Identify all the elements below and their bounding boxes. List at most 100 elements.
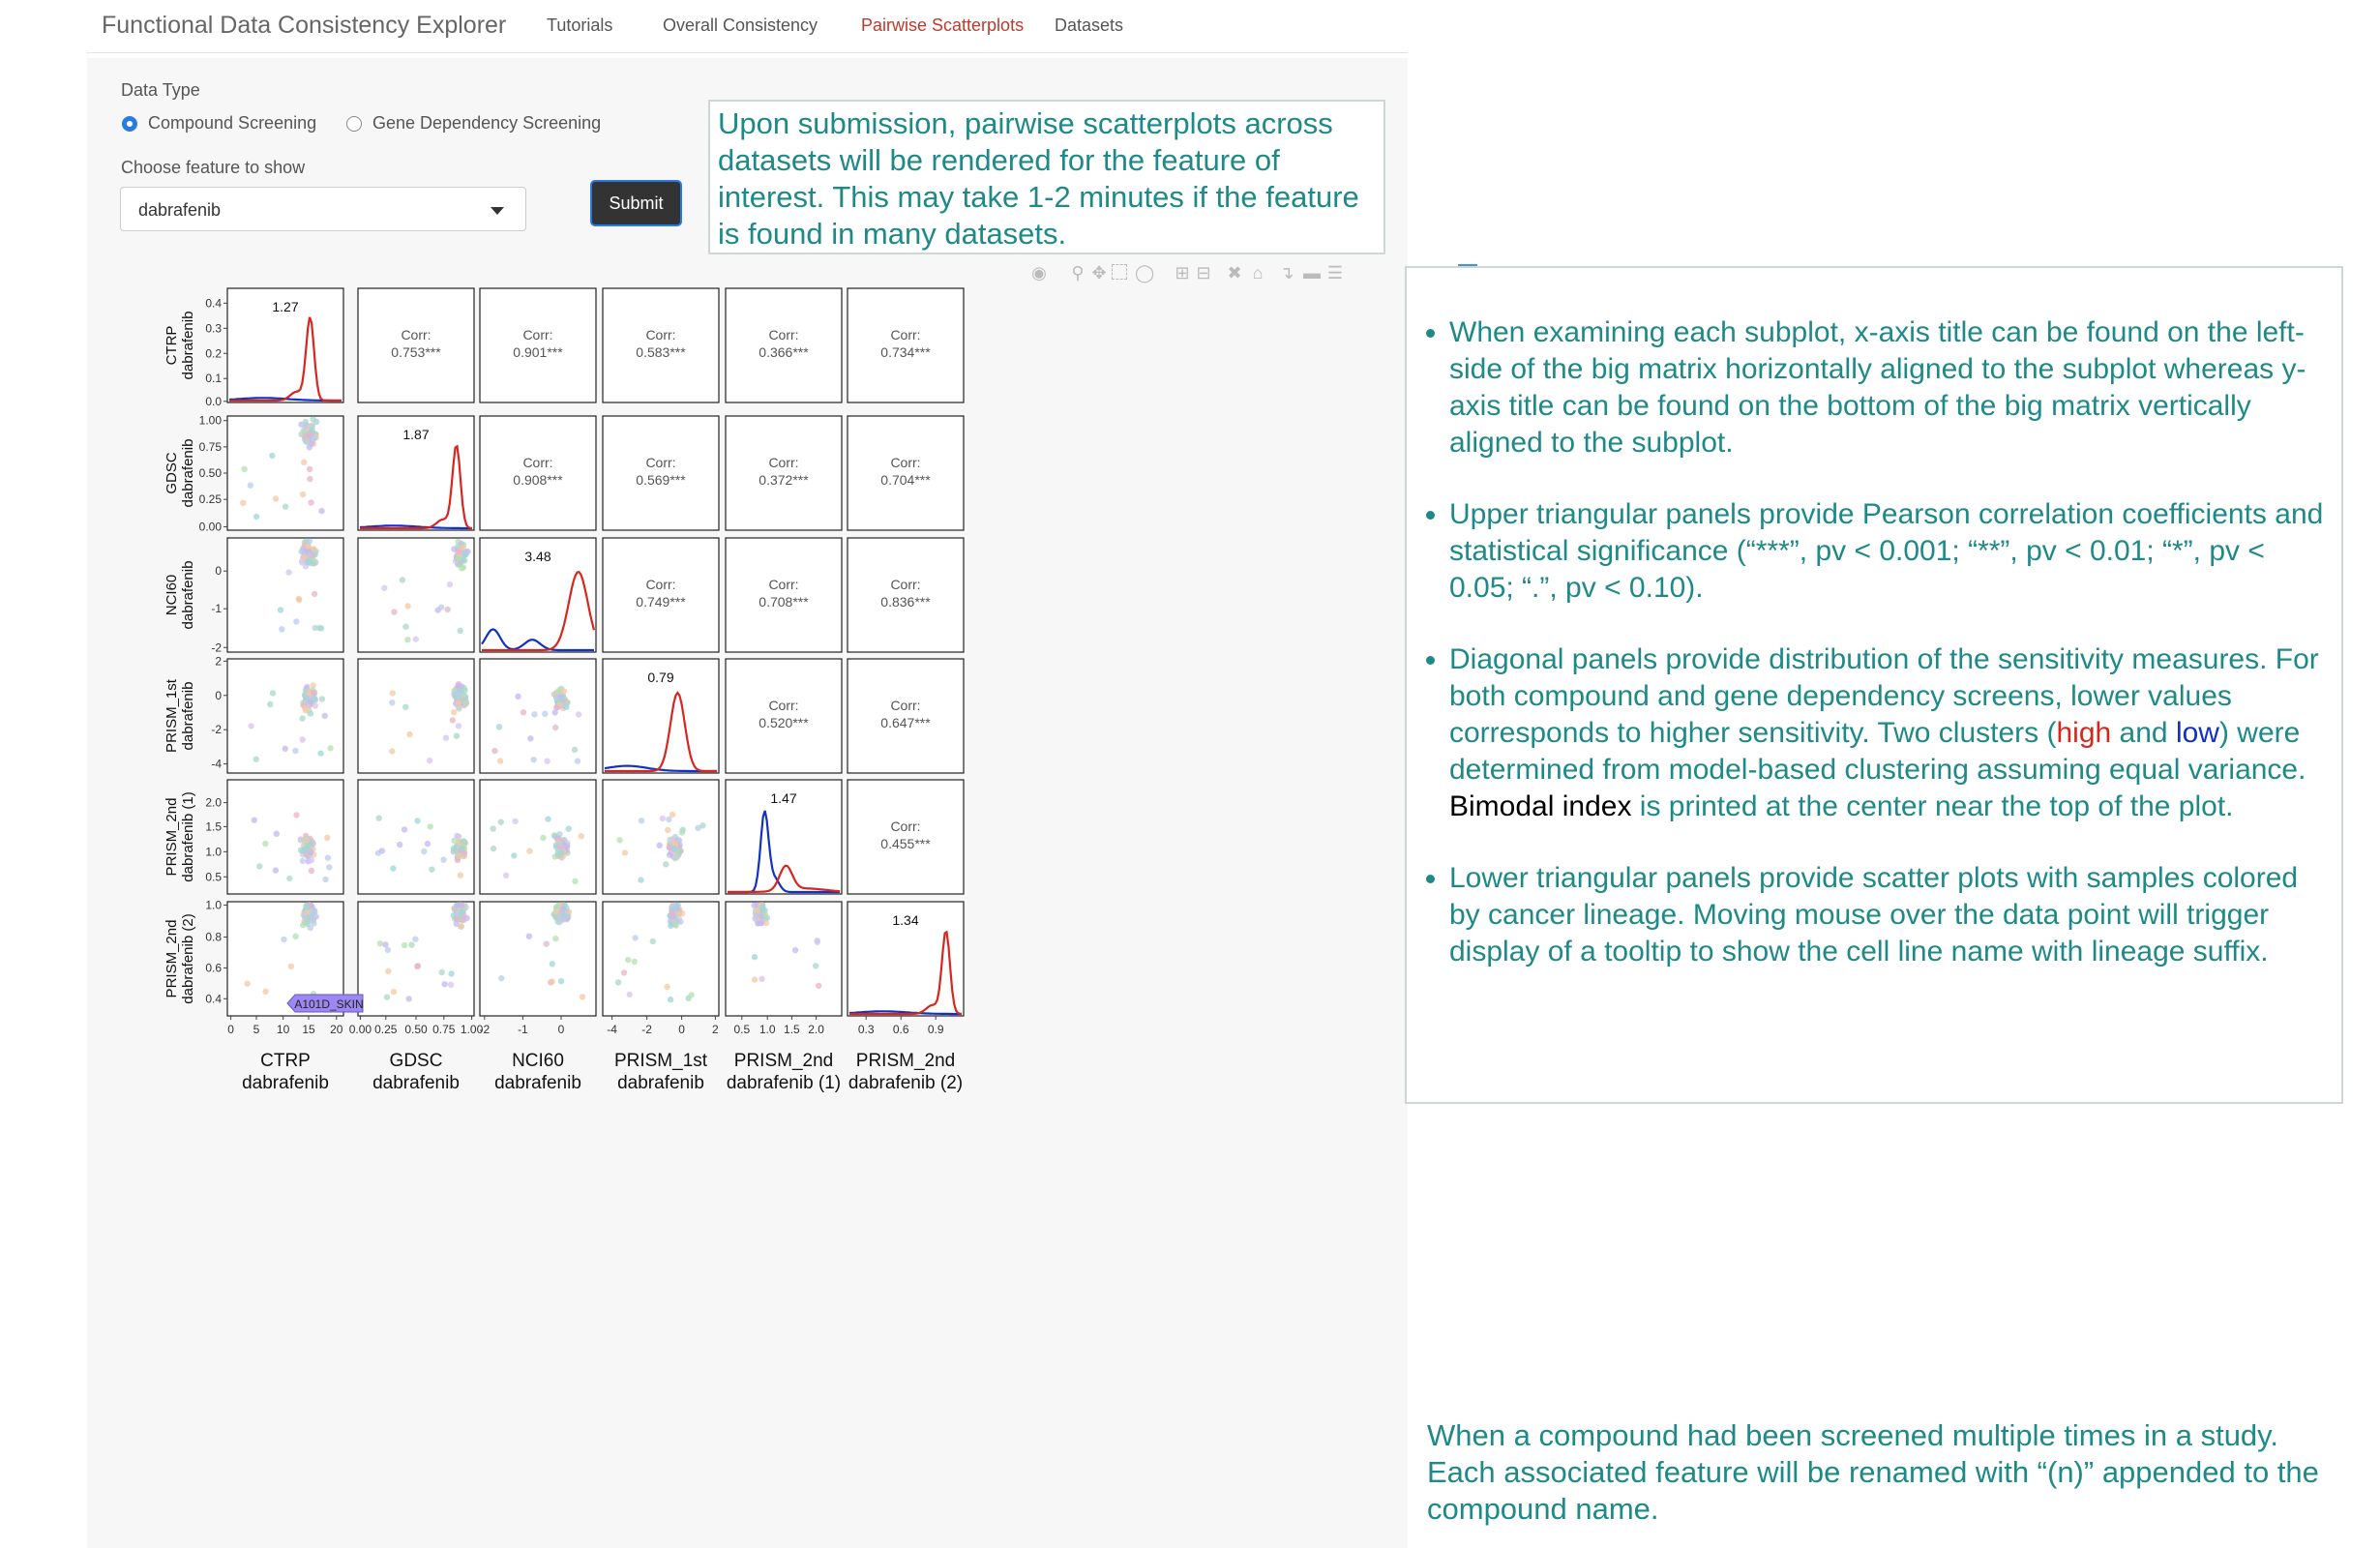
low-cluster-density-line [481,628,594,652]
scatter-point [287,963,295,969]
scatter-point [383,994,391,1000]
scatter-point [571,746,579,754]
scatter-point [414,818,421,824]
scatter-point [490,825,496,832]
row-axis-title: PRISM_2nddabrafenib (2) [164,913,196,1003]
scatter-point [303,695,311,701]
panel-frame [602,287,720,403]
scatter-point [614,979,622,986]
feature-select[interactable]: dabrafenib [120,187,526,231]
pan-icon[interactable]: ✥ [1091,263,1107,283]
corr-label: Corr: [522,327,552,342]
scatter-point [459,845,465,852]
panel-r1-c2: Corr: 0.908*** [479,415,597,531]
corr-label: Corr: [768,455,798,470]
scatter-point [695,824,701,831]
radio-compound-label[interactable]: Compound Screening [148,113,317,133]
panel-r2-c2: 3.48 [479,537,597,653]
panel-r3-c3: 0.79 [602,658,720,774]
scatter-point [525,933,533,939]
box-select-icon[interactable] [1112,264,1127,280]
y-tick-label: 0.50 [199,466,223,480]
scatter-point [442,734,450,741]
y-tick-label: 0.0 [205,395,222,408]
submit-button[interactable]: Submit [590,180,682,226]
scatter-point [304,559,312,566]
scatter-point [751,976,759,983]
scatter-point [667,996,674,1003]
scatter-point [318,696,326,702]
scatter-point [502,872,510,878]
panel-frame [602,658,720,774]
camera-icon[interactable]: ◉ [1031,263,1047,283]
scatter-point [292,747,299,755]
zoom-in-icon[interactable]: ⊞ [1175,263,1190,283]
scatter-point [578,833,584,840]
scatter-point [269,452,276,460]
scatter-point [758,920,764,927]
scatter-point [751,953,759,961]
scatter-point [241,465,248,472]
x-tick-label: -2 [479,1023,490,1036]
panel-r5-c3 [602,901,720,1017]
spike-lines-icon[interactable]: ↴ [1279,263,1294,283]
scatter-point [306,538,313,545]
scatter-point [385,968,392,974]
hover-closest-icon[interactable]: ▬ [1303,263,1321,283]
scatter-point [543,940,550,947]
scatter-point [497,819,504,825]
nav-pairwise-scatterplots[interactable]: Pairwise Scatterplots [861,15,1025,35]
scatter-point [675,910,682,917]
panel-frame [847,901,965,1017]
scatter-point [312,418,320,426]
nav-datasets[interactable]: Datasets [1055,15,1124,35]
reset-axes-icon[interactable]: ⌂ [1252,263,1264,283]
x-tick-label: 0 [678,1023,685,1036]
scatter-point [381,584,388,591]
corr-value: 0.520*** [759,715,809,730]
scatter-point [666,816,672,823]
panel-r0-c5: Corr: 0.734*** [847,287,965,403]
corr-value: 0.704*** [880,472,931,488]
panel-frame [357,658,475,774]
column-axis-title: NCI60 [512,1051,564,1071]
radio-gene-dependency[interactable] [346,116,362,132]
panel-frame [226,779,344,895]
zoom-icon[interactable]: ⚲ [1071,263,1085,283]
corr-value: 0.901*** [513,344,563,360]
panel-r3-c2 [479,658,597,774]
y-tick-label: 0.25 [199,492,223,506]
bimodal-index-label: 3.48 [524,549,550,564]
panel-frame [226,415,344,531]
autoscale-icon[interactable]: ✖ [1227,263,1242,283]
corr-value: 0.455*** [880,836,931,851]
x-tick-label: 5 [253,1023,260,1036]
corr-value: 0.836*** [880,594,931,610]
scatter-point [324,854,332,861]
scatter-point [310,560,316,567]
corr-value: 0.749*** [636,594,686,610]
feature-label: Choose feature to show [121,158,306,177]
y-tick-label: 2.0 [205,796,222,810]
radio-compound-screening[interactable] [122,116,137,132]
corr-label: Corr: [645,455,675,470]
column-axis-title: PRISM_2nd [734,1051,833,1071]
x-tick-label: 10 [277,1023,290,1036]
nav-overall-consistency[interactable]: Overall Consistency [663,15,818,35]
scatter-point [457,872,464,878]
scatter-point [552,914,559,921]
nav-tutorials[interactable]: Tutorials [547,15,613,35]
lasso-icon[interactable]: ◯ [1135,263,1155,283]
hover-compare-icon[interactable]: ☰ [1326,263,1344,283]
bimodal-index-label: 1.27 [272,299,298,314]
scatter-point [262,988,269,995]
radio-gene-label[interactable]: Gene Dependency Screening [372,113,602,133]
scatter-point [307,699,314,705]
y-tick-label: -2 [211,640,222,654]
x-tick-label: -2 [641,1023,652,1036]
corr-label: Corr: [890,698,920,713]
scatter-point [455,723,462,729]
zoom-out-icon[interactable]: ⊟ [1196,263,1211,283]
panel-r1-c1: 1.87 [357,415,475,531]
scatter-point [412,936,419,942]
